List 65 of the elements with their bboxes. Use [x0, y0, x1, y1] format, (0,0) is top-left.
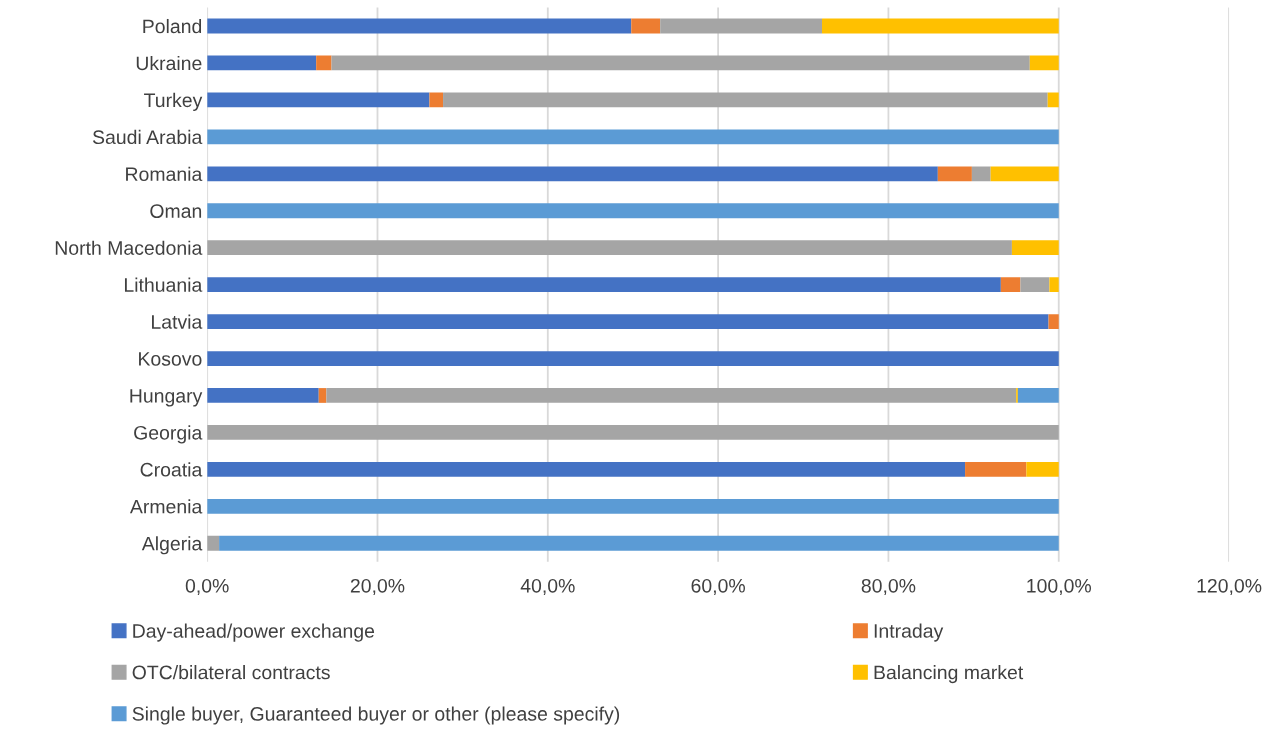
bar — [971, 166, 991, 182]
y-tick-label: Hungary — [130, 389, 203, 407]
bar — [1049, 277, 1059, 293]
bar — [219, 535, 1059, 551]
bar — [1017, 388, 1059, 403]
y-tick-label: North Macedonia — [55, 240, 203, 255]
legend-label: Intraday — [874, 623, 944, 642]
bar — [990, 166, 1059, 182]
x-tick-label: 60,0% — [691, 578, 745, 595]
y-tick-label: Saudi Arabia — [92, 129, 203, 145]
y-tick-label: Georgia — [134, 425, 203, 444]
bar — [1047, 92, 1059, 108]
bar — [316, 55, 332, 71]
x-tick-label: 100,0% — [1027, 578, 1092, 595]
bar — [207, 129, 1059, 145]
bar — [207, 461, 966, 477]
y-tick-label: Algeria — [141, 536, 203, 555]
legend-label: Single buyer, Guaranteed buyer or other (please specify) — [132, 706, 620, 725]
bar — [1048, 314, 1059, 329]
bar — [207, 277, 1001, 293]
legend-label: OTC/bilateral contracts — [132, 665, 330, 680]
bar — [207, 351, 1059, 366]
bar — [937, 166, 972, 182]
y-tick-label: Oman — [150, 204, 202, 218]
bar — [1029, 55, 1059, 71]
x-tick-label: 120,0% — [1197, 578, 1262, 595]
bar — [207, 166, 938, 182]
y-tick-label: Turkey — [144, 92, 203, 111]
y-tick-label: Kosovo — [139, 352, 202, 366]
bar — [1026, 461, 1059, 477]
bar — [429, 92, 444, 108]
x-tick-label: 40,0% — [520, 578, 575, 595]
bar — [207, 498, 1059, 514]
y-tick-label: Poland — [143, 18, 202, 34]
legend-label: Day-ahead/power exchange — [133, 623, 375, 642]
bar — [965, 461, 1027, 477]
bar — [207, 18, 632, 34]
bar — [207, 55, 317, 71]
y-tick-label: Armenia — [129, 499, 203, 514]
bar — [207, 240, 1012, 256]
bar — [207, 425, 1059, 440]
legend-label: Balancing market — [874, 665, 1024, 684]
y-tick-label: Latvia — [152, 314, 203, 329]
bar — [822, 18, 1059, 34]
bar — [207, 203, 1059, 219]
x-tick-label: 20,0% — [350, 578, 405, 595]
bar — [1011, 240, 1059, 256]
bar — [1000, 277, 1021, 293]
bar — [660, 18, 823, 34]
x-tick-label: 80,0% — [861, 578, 916, 595]
bar — [443, 92, 1048, 108]
bar — [207, 388, 319, 403]
bar — [1020, 277, 1050, 293]
bar — [207, 314, 1049, 329]
y-tick-label: Romania — [126, 166, 203, 182]
bar — [631, 18, 661, 34]
bar — [207, 92, 430, 108]
y-tick-label: Croatia — [140, 462, 203, 477]
bar — [318, 388, 327, 403]
bar — [207, 535, 220, 551]
x-tick-label: 0,0% — [185, 578, 229, 595]
bar — [331, 55, 1030, 71]
bar — [326, 388, 1017, 403]
y-tick-label: Lithuania — [124, 277, 203, 292]
y-tick-label: Ukraine — [136, 55, 202, 71]
